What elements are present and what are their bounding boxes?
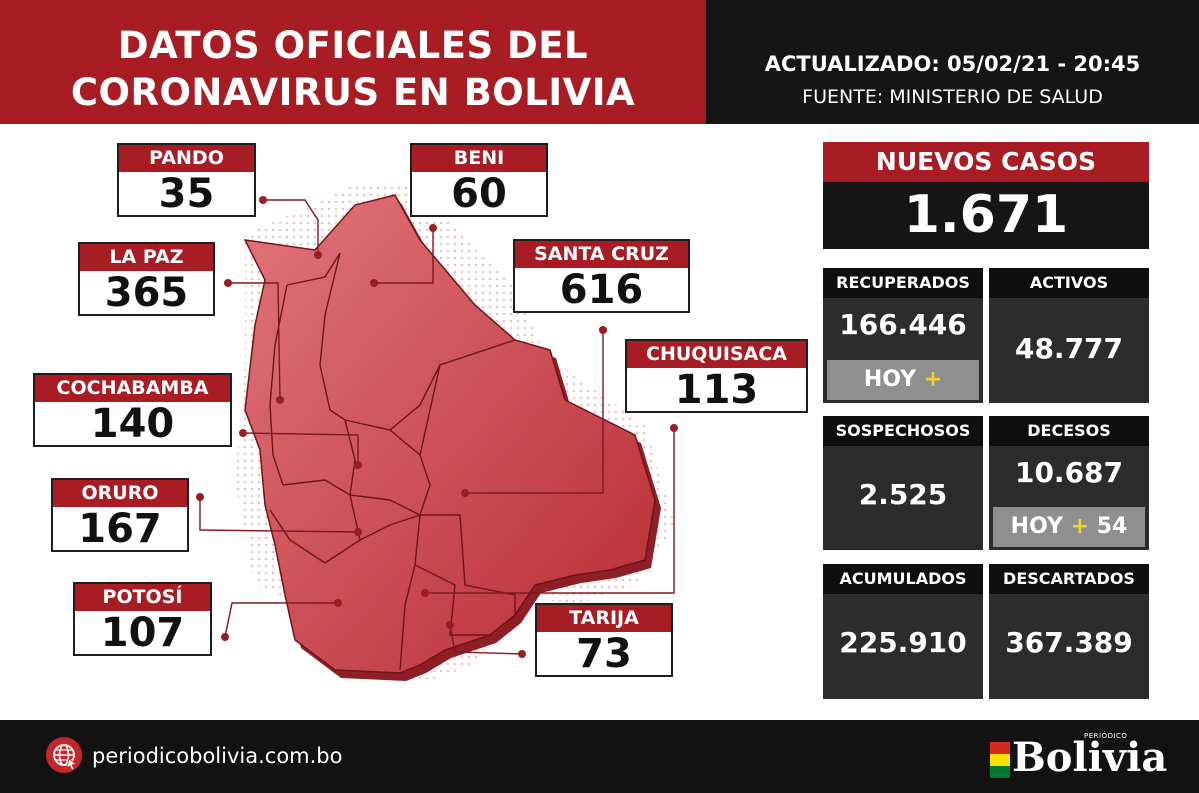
dept-card-santa-cruz: SANTA CRUZ 616 — [513, 239, 690, 313]
recovered-today-badge: HOY + 1.546 — [827, 360, 979, 432]
dept-name: LA PAZ — [80, 244, 213, 271]
footer-bar: periodicobolivia.com.bo PERIÓDICO Bolivi… — [0, 720, 1199, 793]
deaths-today-badge: HOY + 54 — [993, 507, 1145, 547]
active-label: ACTIVOS — [989, 268, 1149, 298]
discarded-value: 367.389 — [1005, 626, 1133, 659]
discarded-card: DESCARTADOS 367.389 — [989, 564, 1149, 699]
new-cases-value: 1.671 — [903, 185, 1069, 245]
deaths-today-value: 54 — [1096, 514, 1128, 539]
plus-sign: + — [1070, 514, 1090, 539]
dept-value: 60 — [451, 171, 507, 217]
dept-card-la-paz: LA PAZ 365 — [78, 242, 215, 316]
cumulative-value: 225.910 — [839, 626, 967, 659]
globe-icon — [46, 737, 82, 773]
website-link[interactable]: periodicobolivia.com.bo — [92, 744, 343, 768]
discarded-label: DESCARTADOS — [989, 564, 1149, 594]
dept-card-pando: PANDO 35 — [117, 143, 256, 217]
today-label: HOY — [863, 367, 917, 392]
suspected-card: SOSPECHOSOS 2.525 — [823, 416, 983, 550]
logo-subtitle: PERIÓDICO — [1084, 732, 1128, 740]
title-line-2: CORONAVIRUS EN BOLIVIA — [70, 71, 636, 114]
dept-card-tarija: TARIJA 73 — [535, 603, 673, 677]
dept-card-oruro: ORURO 167 — [51, 478, 189, 552]
recovered-label: RECUPERADOS — [823, 268, 983, 298]
source-text: FUENTE: MINISTERIO DE SALUD — [802, 86, 1103, 108]
logo-text: Bolivia — [1012, 734, 1168, 781]
deaths-value: 10.687 — [1014, 456, 1124, 489]
dept-name: ORURO — [53, 480, 187, 507]
periodico-bolivia-logo: PERIÓDICO Bolivia — [988, 732, 1178, 784]
header-title-panel: DATOS OFICIALES DEL CORONAVIRUS EN BOLIV… — [0, 0, 706, 124]
dept-value: 167 — [78, 506, 162, 552]
plus-sign: + — [923, 367, 943, 392]
cumulative-card: ACUMULADOS 225.910 — [823, 564, 983, 699]
dept-name: SANTA CRUZ — [515, 241, 688, 268]
recovered-card: RECUPERADOS 166.446 HOY + 1.546 — [823, 268, 983, 432]
dept-name: POTOSÍ — [75, 584, 210, 611]
title-line-1: DATOS OFICIALES DEL — [117, 24, 589, 67]
suspected-value: 2.525 — [858, 478, 948, 511]
dept-value: 365 — [104, 270, 189, 316]
dept-value: 140 — [90, 401, 175, 447]
deaths-card: DECESOS 10.687 HOY + 54 — [989, 416, 1149, 550]
dept-card-cochabamba: COCHABAMBA 140 — [33, 373, 232, 447]
dept-value: 107 — [100, 610, 185, 656]
dept-name: PANDO — [119, 145, 254, 172]
dept-value: 113 — [674, 367, 759, 413]
dept-card-potosi: POTOSÍ 107 — [73, 582, 212, 656]
dept-name: BENI — [412, 145, 546, 172]
new-cases-card: NUEVOS CASOS 1.671 — [823, 142, 1149, 249]
cumulative-label: ACUMULADOS — [823, 564, 983, 594]
updated-timestamp: ACTUALIZADO: 05/02/21 - 20:45 — [764, 52, 1141, 76]
active-value: 48.777 — [1014, 332, 1124, 365]
active-card: ACTIVOS 48.777 — [989, 268, 1149, 403]
dept-name: TARIJA — [537, 605, 671, 632]
header-info-panel: ACTUALIZADO: 05/02/21 - 20:45 FUENTE: MI… — [706, 0, 1199, 124]
dept-value: 73 — [576, 631, 632, 677]
suspected-label: SOSPECHOSOS — [823, 416, 983, 446]
deaths-label: DECESOS — [989, 416, 1149, 446]
dept-card-beni: BENI 60 — [410, 143, 548, 217]
dept-name: CHUQUISACA — [627, 341, 806, 368]
flag-logo-icon — [990, 742, 1010, 778]
dept-name: COCHABAMBA — [35, 375, 230, 402]
dept-card-chuquisaca: CHUQUISACA 113 — [625, 339, 808, 413]
dept-value: 616 — [559, 267, 644, 313]
new-cases-label: NUEVOS CASOS — [823, 142, 1149, 182]
today-label: HOY — [1010, 514, 1063, 539]
dept-value: 35 — [158, 171, 215, 217]
recovered-value: 166.446 — [839, 308, 967, 341]
